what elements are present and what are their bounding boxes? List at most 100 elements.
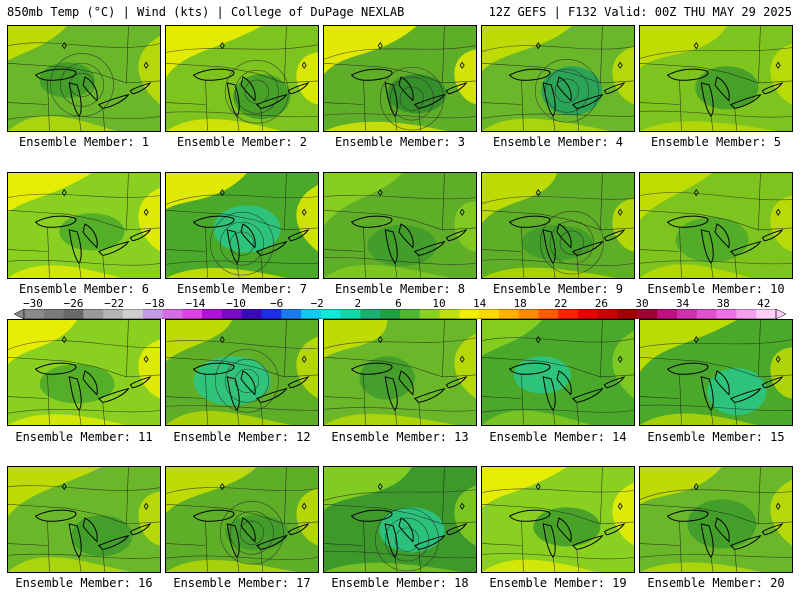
height-contours bbox=[482, 45, 634, 123]
great-lakes-outline bbox=[508, 215, 626, 265]
colorbar-segment bbox=[281, 309, 302, 319]
colorbar-segment bbox=[182, 309, 203, 319]
ensemble-member-map bbox=[323, 466, 477, 573]
ensemble-member-map bbox=[7, 172, 161, 279]
height-contours bbox=[8, 42, 160, 120]
temperature-field-map bbox=[640, 320, 792, 425]
colorbar-segment bbox=[479, 309, 500, 319]
colorbar-min-arrow bbox=[14, 309, 25, 319]
colorbar-segment bbox=[518, 309, 540, 319]
colorbar-segment bbox=[261, 309, 282, 319]
ensemble-member-map bbox=[481, 25, 635, 132]
colorbar-tick-label: −10 bbox=[226, 297, 246, 310]
political-borders bbox=[324, 467, 476, 572]
colorbar-tick-label: 42 bbox=[757, 297, 771, 310]
ensemble-member-label: Ensemble Member: 3 bbox=[334, 135, 466, 149]
ensemble-member-label: Ensemble Member: 17 bbox=[173, 576, 311, 590]
colorbar-segment bbox=[597, 309, 619, 319]
temperature-field-map bbox=[482, 320, 634, 425]
height-contours bbox=[166, 487, 318, 565]
ensemble-member-label: Ensemble Member: 18 bbox=[331, 576, 469, 590]
great-lakes-outline bbox=[34, 509, 152, 559]
height-contours bbox=[166, 340, 318, 413]
great-lakes-outline bbox=[350, 362, 468, 412]
colorbar-segment bbox=[320, 309, 342, 319]
city-markers bbox=[61, 335, 149, 363]
political-borders bbox=[166, 320, 318, 425]
temperature-field-map bbox=[8, 320, 160, 425]
city-markers bbox=[61, 482, 149, 510]
temperature-field-map bbox=[166, 320, 318, 425]
ensemble-member-map bbox=[639, 466, 793, 573]
political-borders bbox=[640, 173, 792, 278]
ensemble-member-label: Ensemble Member: 16 bbox=[15, 576, 153, 590]
height-contours bbox=[640, 192, 792, 265]
great-lakes-outline bbox=[666, 68, 784, 118]
ensemble-member-label: Ensemble Member: 10 bbox=[647, 282, 785, 296]
colorbar-segment bbox=[400, 309, 421, 319]
height-contours bbox=[8, 340, 160, 414]
ensemble-member-map bbox=[7, 466, 161, 573]
colorbar-segment bbox=[103, 309, 124, 319]
city-markers bbox=[535, 482, 623, 510]
colorbar-tick-label: −22 bbox=[104, 297, 125, 310]
ensemble-member-label: Ensemble Member: 8 bbox=[334, 282, 466, 296]
political-borders bbox=[482, 467, 634, 572]
city-markers bbox=[693, 482, 781, 510]
colorbar-segment bbox=[122, 309, 144, 319]
ensemble-member-map bbox=[323, 25, 477, 132]
colorbar-tick-label: −18 bbox=[144, 297, 165, 310]
colorbar-max-arrow bbox=[775, 309, 786, 319]
city-markers bbox=[61, 188, 149, 216]
colorbar-segment bbox=[498, 309, 520, 319]
political-borders bbox=[8, 26, 160, 131]
colorbar-tick-label: 14 bbox=[472, 297, 487, 310]
great-lakes-outline bbox=[508, 68, 626, 118]
great-lakes-outline bbox=[350, 215, 468, 265]
colorbar-segment bbox=[241, 309, 262, 319]
colorbar-tick-label: −14 bbox=[185, 297, 206, 310]
height-contours bbox=[166, 44, 318, 124]
ensemble-member-label: Ensemble Member: 14 bbox=[489, 430, 627, 444]
ensemble-member-map bbox=[481, 466, 635, 573]
temperature-field-map bbox=[8, 467, 160, 572]
temperature-field-map bbox=[640, 173, 792, 278]
colorbar-tick-label: 6 bbox=[395, 297, 402, 310]
political-borders bbox=[8, 320, 160, 425]
temperature-field-map bbox=[640, 467, 792, 572]
colorbar-tick-label: 30 bbox=[635, 297, 649, 310]
model-run-info: 12Z GEFS | F132 Valid: 00Z THU MAY 29 20… bbox=[488, 5, 792, 19]
ensemble-member-map bbox=[7, 25, 161, 132]
political-borders bbox=[640, 320, 792, 425]
great-lakes-outline bbox=[508, 509, 626, 559]
ensemble-member-map bbox=[7, 319, 161, 426]
city-markers bbox=[535, 188, 623, 216]
political-borders bbox=[324, 173, 476, 278]
great-lakes-outline bbox=[34, 362, 152, 412]
ensemble-member-label: Ensemble Member: 19 bbox=[489, 576, 627, 590]
colorbar-segment bbox=[63, 309, 84, 319]
city-markers bbox=[377, 41, 465, 69]
ensemble-member-map bbox=[639, 172, 793, 279]
ensemble-member-map bbox=[165, 172, 319, 279]
ensemble-member-label: Ensemble Member: 1 bbox=[18, 135, 150, 149]
colorbar-segment bbox=[756, 309, 777, 319]
ensemble-member-map bbox=[639, 319, 793, 426]
height-contours bbox=[640, 489, 792, 558]
colorbar-segment bbox=[202, 309, 223, 319]
height-contours bbox=[640, 339, 792, 411]
colorbar-tick-label: −2 bbox=[310, 297, 324, 310]
city-markers bbox=[377, 335, 465, 363]
temperature-field-map bbox=[324, 26, 476, 131]
ensemble-member-label: Ensemble Member: 11 bbox=[15, 430, 153, 444]
political-borders bbox=[640, 467, 792, 572]
city-markers bbox=[219, 482, 307, 510]
city-markers bbox=[219, 335, 307, 363]
city-markers bbox=[219, 188, 307, 216]
temperature-field-map bbox=[324, 173, 476, 278]
great-lakes-outline bbox=[666, 509, 784, 559]
colorbar-segment bbox=[459, 309, 480, 319]
ensemble-member-label: Ensemble Member: 20 bbox=[647, 576, 785, 590]
colorbar-segment bbox=[677, 309, 698, 319]
height-contours bbox=[166, 194, 318, 276]
